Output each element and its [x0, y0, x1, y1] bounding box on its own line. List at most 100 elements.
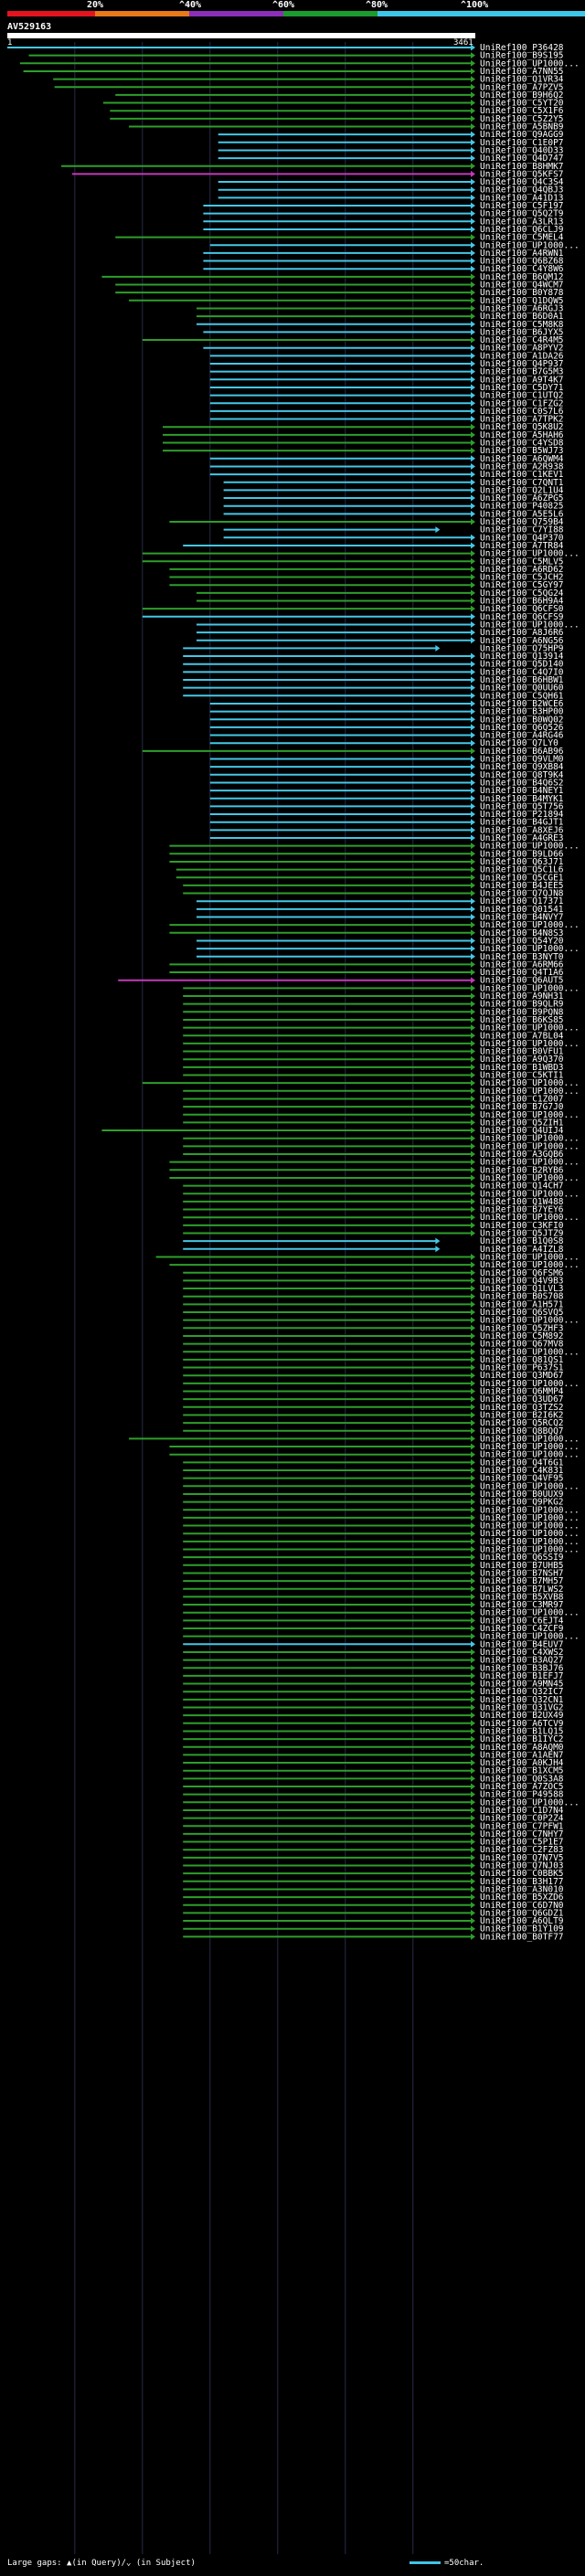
hit-label[interactable]: UniRef100_Q1VR34	[480, 75, 564, 85]
hit-label[interactable]: UniRef100_B3H177	[480, 1877, 564, 1887]
hit-label[interactable]: UniRef100_Q6FSM6	[480, 1268, 564, 1278]
hit-label[interactable]: UniRef100_UP1000...	[480, 1608, 580, 1618]
hit-label[interactable]: UniRef100_B1IYC2	[480, 1734, 564, 1744]
hit-label[interactable]: UniRef100_C1UTQ2	[480, 391, 564, 401]
hit-label[interactable]: UniRef100_Q4UIJ4	[480, 1126, 564, 1136]
hit-label[interactable]: UniRef100_UP1000...	[480, 1189, 580, 1199]
hit-label[interactable]: UniRef100_B5WJ73	[480, 446, 564, 456]
hit-label[interactable]: UniRef100_B1Y109	[480, 1924, 564, 1935]
hit-label[interactable]: UniRef100_UP1000...	[480, 1078, 580, 1088]
hit-label[interactable]: UniRef100_C7NHY7	[480, 1829, 564, 1839]
hit-label[interactable]: UniRef100_UP1000...	[480, 842, 580, 852]
hit-label[interactable]: UniRef100_UP1000...	[480, 1039, 580, 1049]
hit-label[interactable]: UniRef100_A4GRE3	[480, 833, 564, 843]
hit-label[interactable]: UniRef100_B4GJT1	[480, 818, 564, 828]
hit-label[interactable]: UniRef100_C5JCH2	[480, 573, 564, 583]
hit-label[interactable]: UniRef100_A1AEN7	[480, 1750, 564, 1760]
hit-label[interactable]: UniRef100_B6JYX5	[480, 327, 564, 337]
hit-label[interactable]: UniRef100_A6QWM4	[480, 454, 564, 464]
hit-label[interactable]: UniRef100_Q6SVQ5	[480, 1308, 564, 1318]
hit-label[interactable]: UniRef100_B6QM12	[480, 272, 564, 282]
hit-label[interactable]: UniRef100_C4XWS2	[480, 1648, 564, 1658]
hit-label[interactable]: UniRef100_Q01541	[480, 905, 564, 915]
hit-label[interactable]: UniRef100_C1FZG2	[480, 398, 564, 408]
hit-label[interactable]: UniRef100_UP1000...	[480, 1173, 580, 1183]
hit-label[interactable]: UniRef100_B2RYB6	[480, 1165, 564, 1175]
hit-label[interactable]: UniRef100_Q9XB84	[480, 762, 564, 772]
hit-label[interactable]: UniRef100_C4ZCF9	[480, 1624, 564, 1634]
hit-label[interactable]: UniRef100_A8J6R6	[480, 628, 564, 638]
hit-label[interactable]: UniRef100_B1LQ15	[480, 1726, 564, 1736]
hit-label[interactable]: UniRef100_P40825	[480, 502, 564, 512]
hit-label[interactable]: UniRef100_B4N8S3	[480, 928, 564, 938]
hit-label[interactable]: UniRef100_Q3UD67	[480, 1394, 564, 1405]
hit-label[interactable]: UniRef100_UP1000...	[480, 1545, 580, 1555]
hit-label[interactable]: UniRef100_P36428	[480, 43, 564, 53]
hit-label[interactable]: UniRef100_Q2L1U4	[480, 485, 564, 495]
hit-label[interactable]: UniRef100_UP1000...	[480, 1252, 580, 1262]
hit-label[interactable]: UniRef100_B1Q0S8	[480, 1236, 564, 1246]
hit-label[interactable]: UniRef100_A9T4K7	[480, 375, 564, 385]
hit-label[interactable]: UniRef100_Q40D33	[480, 145, 564, 155]
hit-label[interactable]: UniRef100_UP1000...	[480, 240, 580, 250]
hit-label[interactable]: UniRef100_Q8T9K4	[480, 770, 564, 780]
hit-label[interactable]: UniRef100_B7LWS2	[480, 1585, 564, 1595]
hit-label[interactable]: UniRef100_C1KEV1	[480, 470, 564, 480]
hit-label[interactable]: UniRef100_Q5D140	[480, 660, 564, 670]
hit-label[interactable]: UniRef100_A5BNB9	[480, 122, 564, 133]
hit-label[interactable]: UniRef100_B5XVB8	[480, 1592, 564, 1602]
hit-label[interactable]: UniRef100_A7ZOC5	[480, 1782, 564, 1792]
hit-label[interactable]: UniRef100_Q6AUT5	[480, 976, 564, 986]
hit-label[interactable]: UniRef100_Q4D747	[480, 154, 564, 164]
hit-label[interactable]: UniRef100_C1E0P7	[480, 138, 564, 148]
hit-label[interactable]: UniRef100_B7YEY6	[480, 1205, 564, 1215]
hit-label[interactable]: UniRef100_Q67MV8	[480, 1340, 564, 1350]
hit-label[interactable]: UniRef100_B9S195	[480, 51, 564, 61]
hit-label[interactable]: UniRef100_Q5C1L6	[480, 865, 564, 875]
hit-label[interactable]: UniRef100_UP1000...	[480, 1529, 580, 1539]
hit-label[interactable]: UniRef100_B8HMK7	[480, 162, 564, 172]
hit-label[interactable]: UniRef100_B6HBW1	[480, 675, 564, 685]
hit-label[interactable]: UniRef100_P21894	[480, 810, 564, 820]
hit-label[interactable]: UniRef100_Q5RCQ2	[480, 1418, 564, 1428]
hit-label[interactable]: UniRef100_B2I6K2	[480, 1410, 564, 1420]
hit-label[interactable]: UniRef100_C7QNT1	[480, 478, 564, 488]
hit-label[interactable]: UniRef100_C5Z2Y5	[480, 114, 564, 124]
hit-label[interactable]: UniRef100_A3GQB6	[480, 1150, 564, 1160]
hit-label[interactable]: UniRef100_A6RM66	[480, 959, 564, 970]
hit-label[interactable]: UniRef100_C5F197	[480, 201, 564, 211]
hit-label[interactable]: UniRef100_UP1000...	[480, 1513, 580, 1523]
hit-label[interactable]: UniRef100_B7G7J0	[480, 1102, 564, 1112]
hit-label[interactable]: UniRef100_B4NEY1	[480, 786, 564, 796]
hit-label[interactable]: UniRef100_Q7LY0	[480, 738, 558, 748]
hit-label[interactable]: UniRef100_Q6GDZ1	[480, 1908, 564, 1918]
hit-label[interactable]: UniRef100_A9Q370	[480, 1055, 564, 1065]
hit-label[interactable]: UniRef100_UP1000...	[480, 983, 580, 993]
hit-label[interactable]: UniRef100_A3N010	[480, 1884, 564, 1894]
hit-label[interactable]: UniRef100_B7G5M3	[480, 367, 564, 377]
hit-label[interactable]: UniRef100_Q81QS1	[480, 1355, 564, 1365]
hit-label[interactable]: UniRef100_A6NG56	[480, 636, 564, 646]
hit-label[interactable]: UniRef100_C0P2Z4	[480, 1814, 564, 1824]
hit-label[interactable]: UniRef100_UP1000...	[480, 620, 580, 630]
hit-label[interactable]: UniRef100_C5P1E7	[480, 1838, 564, 1848]
hit-label[interactable]: UniRef100_UP1000...	[480, 58, 580, 69]
hit-label[interactable]: UniRef100_C1Z007	[480, 1094, 564, 1104]
hit-label[interactable]: UniRef100_B9H6Q2	[480, 90, 564, 101]
hit-label[interactable]: UniRef100_Q6SSI9	[480, 1553, 564, 1563]
hit-label[interactable]: UniRef100_A7PZV5	[480, 82, 564, 92]
hit-label[interactable]: UniRef100_A3LR13	[480, 217, 564, 227]
hit-label[interactable]: UniRef100_Q4P937	[480, 359, 564, 369]
hit-label[interactable]: UniRef100_Q4C3S4	[480, 177, 564, 187]
hit-label[interactable]: UniRef100_B6D0A1	[480, 312, 564, 322]
hit-label[interactable]: UniRef100_Q759B4	[480, 517, 564, 527]
hit-label[interactable]: UniRef100_B1XCM5	[480, 1766, 564, 1776]
hit-label[interactable]: UniRef100_A2R938	[480, 461, 564, 472]
hit-label[interactable]: UniRef100_Q9PKG2	[480, 1498, 564, 1508]
hit-label[interactable]: UniRef100_A4RWN1	[480, 249, 564, 259]
hit-label[interactable]: UniRef100_A1H571	[480, 1299, 564, 1309]
hit-label[interactable]: UniRef100_UP1000...	[480, 1379, 580, 1389]
hit-label[interactable]: UniRef100_A5HAH6	[480, 430, 564, 440]
hit-label[interactable]: UniRef100_B4Q6S2	[480, 778, 564, 788]
hit-label[interactable]: UniRef100_Q4WCM7	[480, 281, 564, 291]
